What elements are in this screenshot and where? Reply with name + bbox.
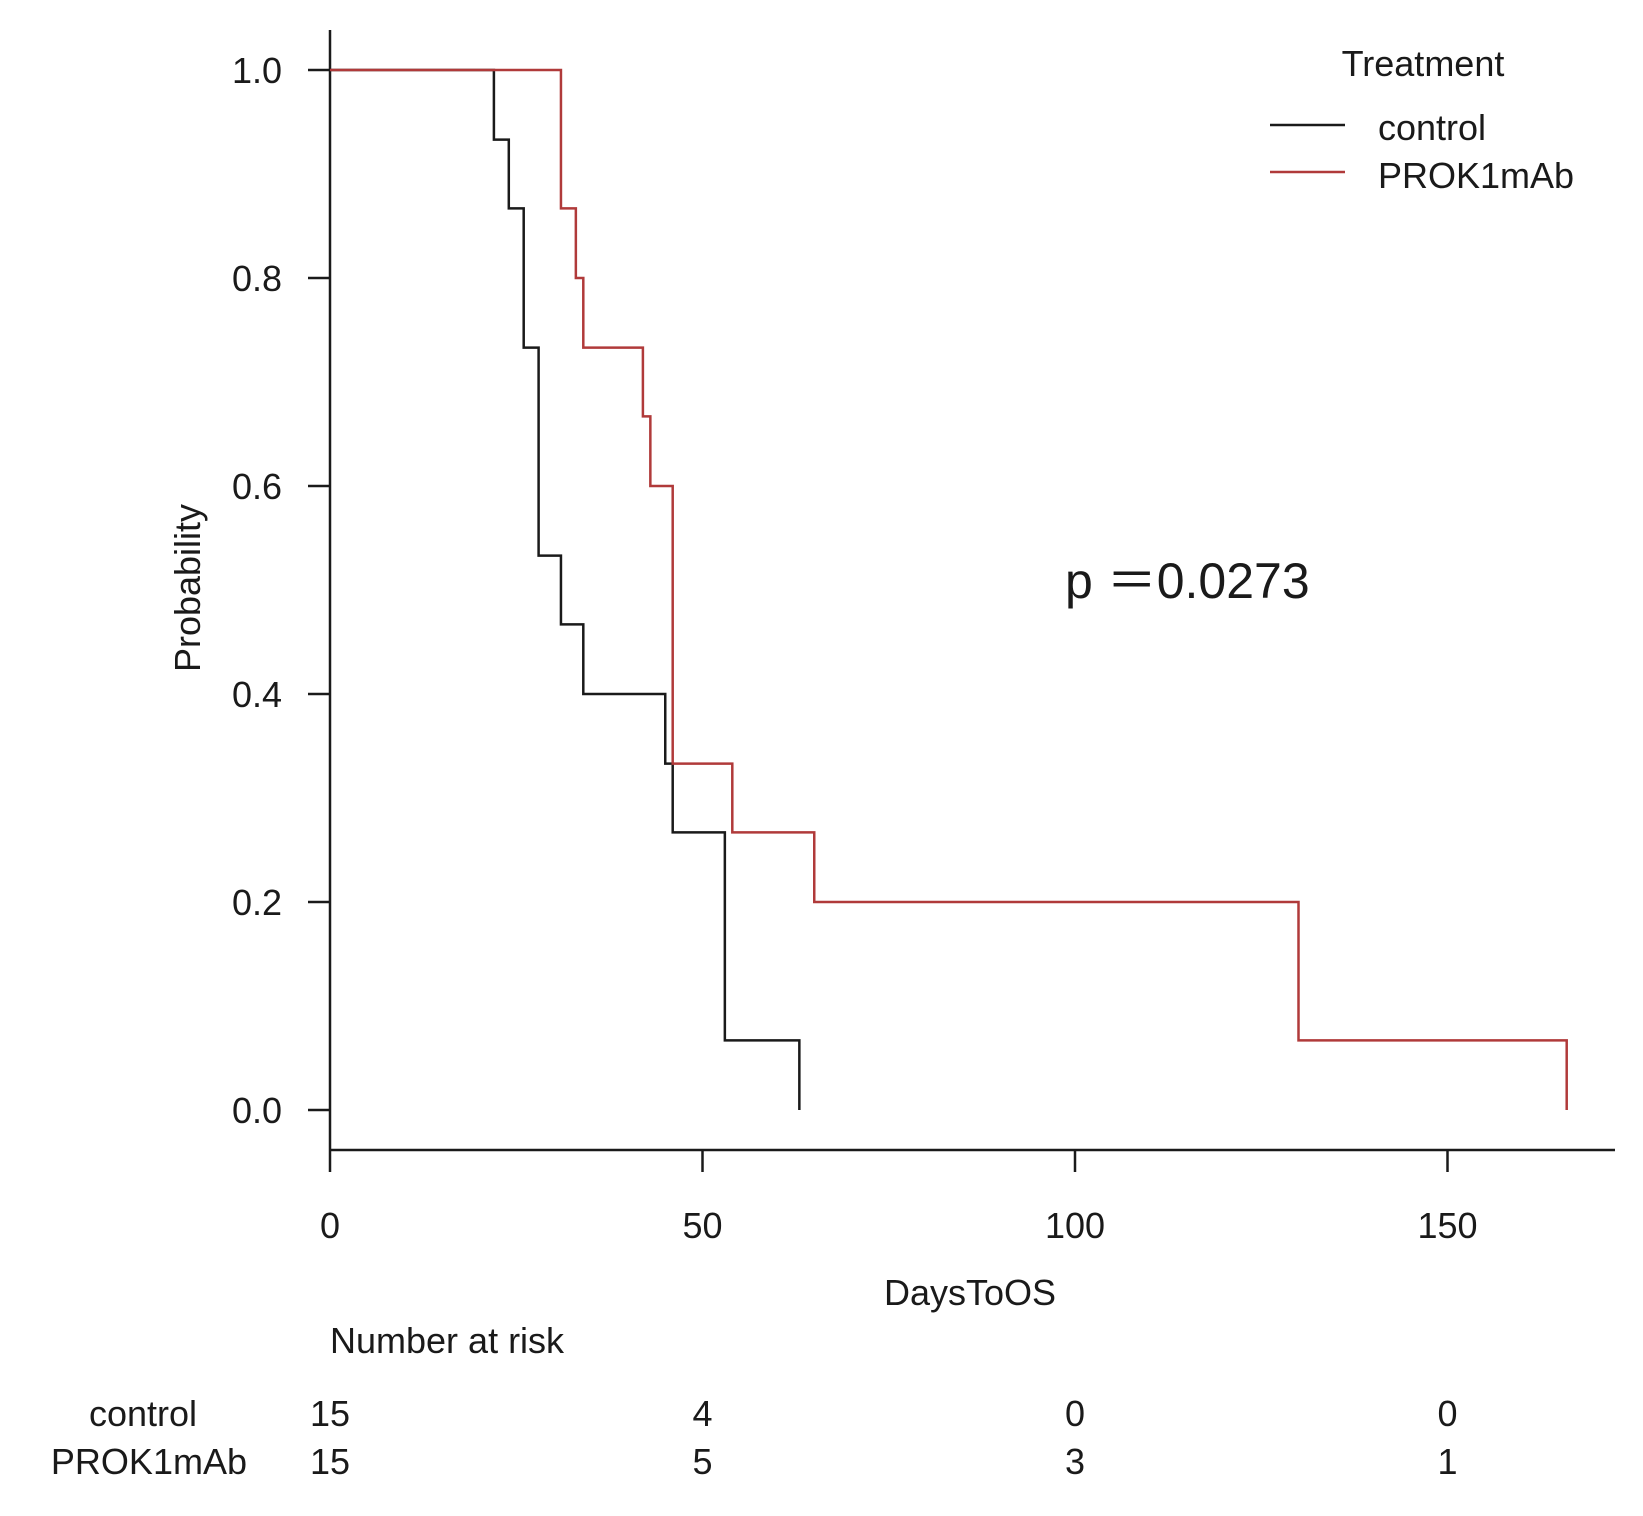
risk-value: 0	[1437, 1393, 1457, 1434]
risk-row-label-prok1mab: PROK1mAb	[51, 1441, 247, 1482]
risk-values: 15 4 0 0 15 5 3 1	[310, 1393, 1458, 1482]
legend-label-control: control	[1378, 107, 1486, 148]
x-axis-ticks: 0 50 100 150	[320, 1150, 1478, 1246]
risk-value: 4	[692, 1393, 712, 1434]
x-tick-label: 100	[1045, 1205, 1105, 1246]
survival-curve-prok1mab	[330, 68, 1568, 1110]
legend: Treatment control PROK1mAb	[1270, 43, 1574, 196]
survival-curve-control	[330, 68, 801, 1110]
y-tick-label: 0.8	[232, 258, 282, 299]
risk-table-title: Number at risk	[330, 1320, 565, 1361]
y-tick-label: 0.4	[232, 674, 282, 715]
legend-label-prok1mab: PROK1mAb	[1378, 155, 1574, 196]
y-axis-ticks: 0.0 0.2 0.4 0.6 0.8 1.0	[232, 50, 330, 1131]
risk-value: 0	[1065, 1393, 1085, 1434]
risk-row-label-control: control	[89, 1393, 197, 1434]
risk-value: 1	[1437, 1441, 1457, 1482]
y-tick-label: 0.6	[232, 466, 282, 507]
x-tick-label: 50	[682, 1205, 722, 1246]
y-axis-title: Probability	[167, 504, 208, 672]
risk-value: 15	[310, 1393, 350, 1434]
x-tick-label: 0	[320, 1205, 340, 1246]
risk-value: 15	[310, 1441, 350, 1482]
y-tick-label: 0.0	[232, 1090, 282, 1131]
y-tick-label: 0.2	[232, 882, 282, 923]
risk-value: 3	[1065, 1441, 1085, 1482]
risk-table: Number at risk control PROK1mAb 15 4 0 0 15 5…	[51, 1320, 1458, 1482]
p-value-annotation: p ＝0.0273	[1065, 553, 1310, 609]
x-axis-title: DaysToOS	[884, 1272, 1056, 1313]
risk-value: 5	[692, 1441, 712, 1482]
survival-curves	[330, 68, 1568, 1110]
y-tick-label: 1.0	[232, 50, 282, 91]
legend-title: Treatment	[1342, 43, 1505, 84]
x-tick-label: 150	[1417, 1205, 1477, 1246]
